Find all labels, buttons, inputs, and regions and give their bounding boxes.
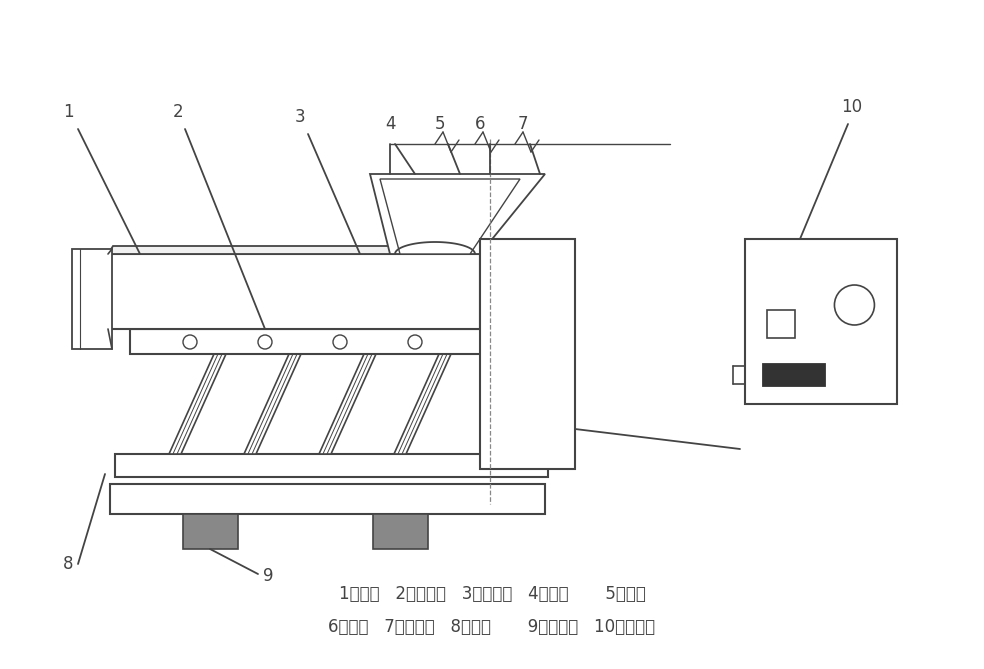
Text: 9: 9: [263, 567, 274, 585]
Bar: [480, 239, 575, 469]
Bar: [108, 254, 480, 329]
Text: 1: 1: [63, 103, 74, 121]
Bar: [373, 514, 428, 549]
Text: 6、袄铁   7、封闭罩   8、底座       9、减震器   10、控制器: 6、袄铁 7、封闭罩 8、底座 9、减震器 10、控制器: [329, 618, 655, 636]
Polygon shape: [319, 354, 376, 454]
Bar: [110, 484, 545, 514]
Text: 7: 7: [518, 115, 528, 133]
Text: 6: 6: [474, 115, 485, 133]
Text: 4: 4: [385, 115, 396, 133]
Text: 1、槽体   2、弹簧板   3、连接叉   4、铁芯       5、线圈: 1、槽体 2、弹簧板 3、连接叉 4、铁芯 5、线圈: [338, 585, 646, 603]
Bar: [72, 249, 112, 349]
Bar: [183, 514, 238, 549]
Polygon shape: [169, 354, 226, 454]
Text: 8: 8: [63, 555, 73, 573]
Text: 10: 10: [841, 98, 863, 116]
Bar: [130, 329, 548, 354]
Bar: [767, 310, 795, 338]
Bar: [115, 454, 548, 477]
Polygon shape: [370, 174, 545, 254]
Polygon shape: [244, 354, 301, 454]
Polygon shape: [394, 354, 451, 454]
Text: 2: 2: [172, 103, 183, 121]
Bar: [763, 364, 825, 386]
Text: 3: 3: [294, 108, 305, 126]
Text: 5: 5: [435, 115, 445, 133]
Bar: [745, 239, 897, 404]
Polygon shape: [108, 246, 485, 254]
Polygon shape: [380, 179, 520, 254]
